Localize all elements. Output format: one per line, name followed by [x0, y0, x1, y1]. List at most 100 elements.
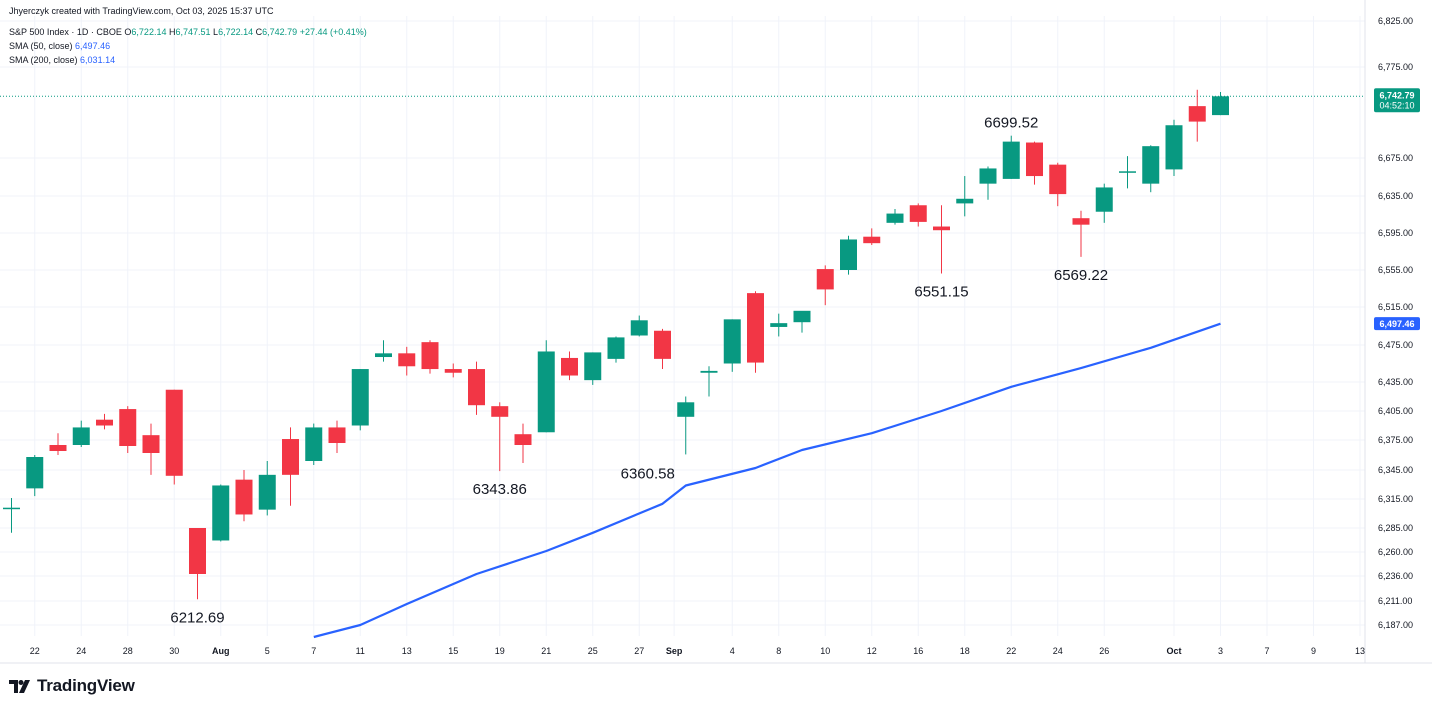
legend-close-label: C — [255, 27, 263, 37]
candle-body — [1049, 164, 1067, 195]
y-tick-label: 6,285.00 — [1378, 523, 1413, 533]
legend-change: +27.44 (+0.41%) — [299, 27, 367, 37]
candle-body — [165, 389, 183, 476]
x-tick-label: Sep — [666, 646, 683, 656]
candle — [398, 346, 416, 376]
legend-open-label: O — [124, 27, 132, 37]
candle — [677, 396, 695, 455]
y-tick-label: 6,236.00 — [1378, 571, 1413, 581]
x-tick-label: 30 — [169, 646, 179, 656]
price-annotation: 6699.52 — [984, 115, 1038, 132]
candle — [258, 461, 276, 516]
x-tick-label: 15 — [448, 646, 458, 656]
sma50-value: 6,497.46 — [75, 41, 111, 51]
candle — [491, 402, 509, 472]
candle-body — [1142, 146, 1160, 184]
tradingview-logo[interactable]: TradingView — [9, 676, 135, 696]
sma50-label: SMA (50, close) — [9, 41, 73, 51]
candle — [96, 413, 113, 430]
tradingview-logo-icon — [9, 679, 30, 693]
y-tick-label: 6,635.00 — [1378, 191, 1413, 201]
created-by-caption: Jhyerczyk created with TradingView.com, … — [9, 6, 274, 16]
candle — [793, 310, 811, 333]
candle-body — [840, 239, 857, 270]
candle — [584, 352, 602, 385]
candle-body — [444, 369, 462, 373]
candle-body — [1165, 125, 1183, 170]
candle-body — [1095, 187, 1113, 212]
x-tick-label: 24 — [76, 646, 86, 656]
candle — [956, 176, 974, 217]
candle — [933, 205, 950, 274]
sma50-tag-label: 6,497.46 — [1379, 319, 1414, 329]
candle-body — [375, 353, 392, 358]
price-annotation: 6343.86 — [473, 481, 527, 498]
x-tick-label: 9 — [1311, 646, 1316, 656]
candle-body — [421, 342, 439, 370]
sma50-legend[interactable]: SMA (50, close) 6,497.46 — [9, 41, 110, 51]
x-tick-label: 12 — [867, 646, 877, 656]
y-tick-label: 6,675.00 — [1378, 153, 1413, 163]
candle — [886, 208, 904, 225]
last-price-tag — [1374, 88, 1420, 113]
candle-body — [537, 351, 555, 433]
x-tick-label: Aug — [212, 646, 230, 656]
candle-body — [700, 370, 718, 373]
candle — [514, 423, 532, 463]
candle-body — [723, 319, 741, 364]
sma-50-series — [313, 322, 1221, 639]
x-tick-label: 11 — [356, 646, 365, 656]
candle-body — [1002, 141, 1020, 179]
x-tick-label: 16 — [913, 646, 923, 656]
candle-body — [351, 369, 369, 426]
candle-body — [793, 310, 811, 323]
candle — [747, 291, 764, 373]
legend-low-label: L — [213, 27, 219, 37]
candle-body — [561, 357, 578, 376]
x-tick-label: 3 — [1218, 646, 1223, 656]
candle — [1165, 119, 1183, 177]
candle — [26, 455, 44, 497]
candle — [142, 423, 160, 475]
x-tick-label: 24 — [1053, 646, 1063, 656]
x-tick-label: 5 — [265, 646, 270, 656]
candle-body — [189, 528, 206, 574]
countdown-label: 04:52:10 — [1379, 100, 1414, 110]
x-tick-label: Oct — [1166, 646, 1181, 656]
candle — [1002, 135, 1020, 179]
ohlc-legend[interactable]: S&P 500 Index · 1D · CBOE O6,722.14 H6,7… — [9, 27, 367, 37]
candle-body — [491, 406, 509, 417]
candle — [49, 433, 67, 455]
candle-body — [1212, 96, 1229, 116]
y-tick-label: 6,775.00 — [1378, 62, 1413, 72]
candle-body — [1026, 142, 1043, 177]
candle-body — [119, 409, 137, 446]
legend-high-label: H — [168, 27, 176, 37]
y-tick-label: 6,555.00 — [1378, 265, 1413, 275]
candle-body — [235, 479, 253, 515]
y-tick-label: 6,345.00 — [1378, 465, 1413, 475]
candle — [979, 166, 997, 200]
sma200-legend[interactable]: SMA (200, close) 6,031.14 — [9, 55, 115, 65]
candle — [421, 340, 439, 374]
candle — [700, 366, 718, 397]
candle-body — [770, 323, 788, 327]
candle-body — [979, 168, 997, 184]
candle — [863, 228, 881, 246]
candle-body — [305, 427, 323, 461]
candle-body — [630, 320, 648, 336]
x-tick-label: 4 — [730, 646, 735, 656]
candle — [3, 498, 20, 533]
candle — [723, 319, 741, 372]
candle-body — [816, 269, 834, 290]
candle — [816, 265, 834, 306]
price-annotation: 6212.69 — [170, 609, 224, 626]
sma200-label: SMA (200, close) — [9, 55, 78, 65]
candle-body — [909, 205, 927, 222]
x-tick-label: 27 — [634, 646, 644, 656]
candle — [537, 340, 555, 433]
y-tick-label: 6,375.00 — [1378, 435, 1413, 445]
candle-body — [607, 337, 625, 359]
